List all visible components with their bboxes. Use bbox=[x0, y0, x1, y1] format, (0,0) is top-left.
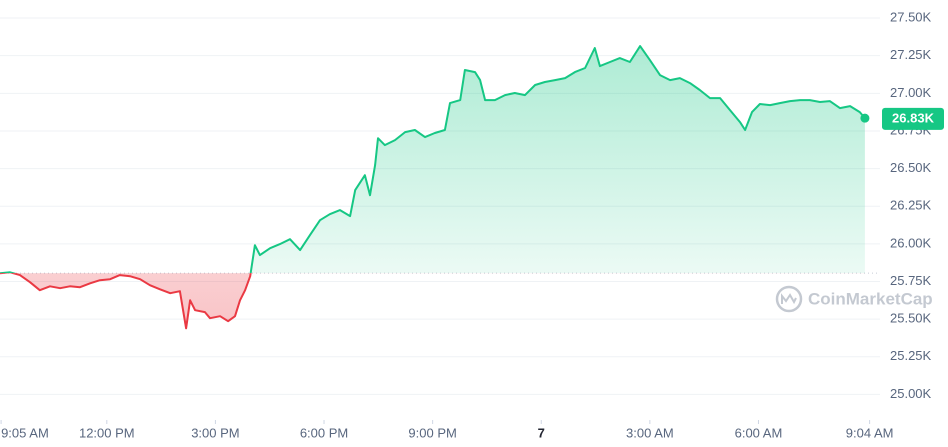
x-tick-label: 9:00 PM bbox=[408, 425, 456, 440]
y-tick-label: 25.00K bbox=[890, 386, 932, 401]
x-tick-label: 6:00 PM bbox=[300, 425, 348, 440]
current-price-label: 26.83K bbox=[892, 110, 935, 125]
plot bbox=[0, 45, 880, 330]
y-tick-label: 25.75K bbox=[890, 273, 932, 288]
last-point bbox=[860, 113, 870, 123]
x-tick-label: 7 bbox=[538, 425, 545, 440]
price-line-down bbox=[0, 273, 252, 330]
y-tick-label: 26.00K bbox=[890, 235, 932, 250]
y-tick-label: 26.25K bbox=[890, 198, 932, 213]
y-tick-label: 27.00K bbox=[890, 85, 932, 100]
y-tick-label: 27.50K bbox=[890, 9, 932, 24]
x-tick-label: 12:00 PM bbox=[79, 425, 135, 440]
y-tick-label: 26.50K bbox=[890, 160, 932, 175]
x-tick-label: 3:00 PM bbox=[191, 425, 239, 440]
y-tick-label: 27.25K bbox=[890, 47, 932, 62]
axes: 25.00K 25.25K 25.50K 25.75K 26.00K 26.25K 26.5… bbox=[0, 9, 944, 440]
watermark-text: CoinMarketCap bbox=[808, 289, 933, 308]
x-tick-label: 9:05 AM bbox=[1, 425, 49, 440]
price-line-up bbox=[0, 45, 866, 274]
x-tick-label: 9:04 AM bbox=[846, 425, 894, 440]
x-tick-label: 6:00 AM bbox=[735, 425, 783, 440]
y-tick-label: 25.25K bbox=[890, 348, 932, 363]
area-down bbox=[0, 273, 865, 329]
x-tick-label: 3:00 AM bbox=[626, 425, 674, 440]
watermark: CoinMarketCap bbox=[775, 285, 933, 313]
current-price-badge bbox=[882, 107, 944, 130]
y-tick-label: 25.50K bbox=[890, 311, 932, 326]
area-up bbox=[0, 46, 865, 274]
